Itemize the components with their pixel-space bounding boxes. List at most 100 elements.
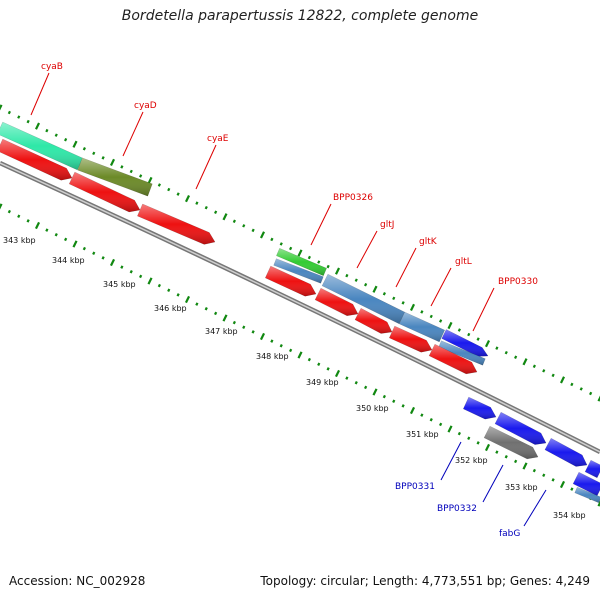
tick-mark: [354, 381, 358, 385]
tick-mark: [167, 288, 171, 292]
tick-mark: [514, 355, 518, 359]
tick-mark: [279, 344, 283, 348]
blue-gene-BPP0330-shade: [441, 329, 488, 357]
gene-pointer-line: [395, 247, 417, 288]
kbp-label: 350 kbp: [356, 404, 389, 413]
olive-block-shade: [77, 157, 153, 197]
blue-gene-BPP0331-shade: [463, 397, 496, 420]
tick-mark: [364, 282, 368, 287]
tick-mark: [232, 219, 236, 224]
tick-mark: [167, 187, 171, 192]
gene-label: BPP0331: [395, 482, 435, 492]
gene-label: gltJ: [380, 220, 394, 230]
tick-mark: [457, 431, 461, 436]
kbp-label: 343 kbp: [3, 236, 36, 245]
tick-mark: [184, 295, 191, 304]
tick-mark: [354, 278, 358, 282]
tick-mark: [184, 194, 191, 203]
tick-mark: [597, 395, 600, 402]
kbp-label: 351 kbp: [406, 430, 439, 439]
gene-label: gltK: [419, 237, 438, 247]
gene-label: BPP0332: [437, 504, 477, 514]
tick-mark: [504, 350, 508, 355]
tick-mark: [72, 240, 78, 248]
tick-mark: [439, 422, 443, 427]
tick-mark: [289, 246, 293, 251]
kbp-label: 344 kbp: [52, 256, 85, 265]
tick-mark: [232, 320, 236, 325]
accession-text: Accession: NC_002928: [9, 574, 146, 588]
tick-mark: [439, 319, 443, 323]
tick-mark: [26, 219, 30, 223]
tick-mark: [270, 339, 274, 343]
tick-mark: [92, 151, 96, 156]
tick-mark: [522, 358, 528, 366]
tick-mark: [532, 468, 536, 473]
tick-mark: [64, 237, 68, 242]
tick-mark: [334, 369, 341, 378]
gene-pointer-line: [356, 230, 378, 269]
tick-mark: [195, 201, 199, 205]
tick-mark: [251, 228, 255, 233]
tick-mark: [242, 224, 246, 228]
tick-mark: [484, 339, 491, 348]
gene-label: cyaD: [134, 101, 157, 111]
tick-mark: [242, 325, 246, 329]
gene-label: cyaE: [207, 134, 229, 144]
tick-mark: [147, 277, 153, 285]
blue-gene-b-shade: [544, 438, 587, 467]
tick-mark: [401, 404, 405, 408]
kbp-label: 354 kbp: [553, 511, 586, 520]
tick-mark: [64, 137, 68, 142]
tick-mark: [514, 459, 518, 464]
tick-mark: [579, 387, 583, 391]
kbp-label: 353 kbp: [505, 483, 538, 492]
tick-mark: [307, 357, 311, 362]
blue-gene-a-shade: [495, 412, 546, 445]
tick-mark: [34, 122, 41, 130]
topology-text: Topology: circular; Length: 4,773,551 bp…: [260, 574, 590, 588]
tick-mark: [522, 462, 528, 470]
green-block-shade: [276, 248, 327, 276]
tick-mark: [17, 214, 21, 218]
kbp-label: 345 kbp: [103, 280, 136, 289]
tick-mark: [467, 332, 471, 337]
tick-mark: [120, 265, 124, 269]
tick-mark: [109, 258, 116, 267]
tick-mark: [345, 376, 349, 380]
tick-mark: [222, 314, 228, 322]
red-gene-cyaD-shade: [69, 172, 140, 212]
gene-label: cyaB: [41, 62, 63, 72]
tick-mark: [317, 260, 321, 264]
outer-tick-ring: [0, 104, 600, 402]
tick-mark: [326, 264, 330, 269]
tick-mark: [54, 233, 58, 237]
tick-mark: [409, 406, 416, 415]
kbp-label: 349 kbp: [306, 378, 339, 387]
tick-mark: [289, 348, 293, 353]
tick-mark: [214, 210, 218, 214]
red-gene-gltK-shade: [355, 308, 392, 334]
tick-mark: [307, 255, 311, 260]
tick-mark: [54, 133, 58, 137]
tick-mark: [45, 128, 49, 133]
tick-mark: [297, 351, 303, 359]
gene-label: BPP0330: [498, 277, 538, 287]
gene-pointer-line: [482, 464, 504, 503]
steel-block-fabG-shade: [574, 487, 600, 503]
tick-mark: [447, 321, 453, 330]
gene-pointer-line: [195, 144, 217, 190]
steel-block-a-shade: [273, 258, 324, 284]
tick-mark: [109, 158, 116, 167]
gene-pointer-line: [440, 441, 462, 481]
tick-mark: [297, 249, 303, 257]
tick-mark: [326, 367, 330, 371]
tick-mark: [420, 310, 424, 314]
gene-label: fabG: [499, 529, 520, 539]
tick-mark: [204, 307, 208, 311]
map-title: Bordetella parapertussis 12822, complete…: [121, 8, 479, 24]
tick-mark: [176, 192, 180, 196]
tick-mark: [120, 165, 124, 169]
tick-mark: [82, 246, 86, 251]
